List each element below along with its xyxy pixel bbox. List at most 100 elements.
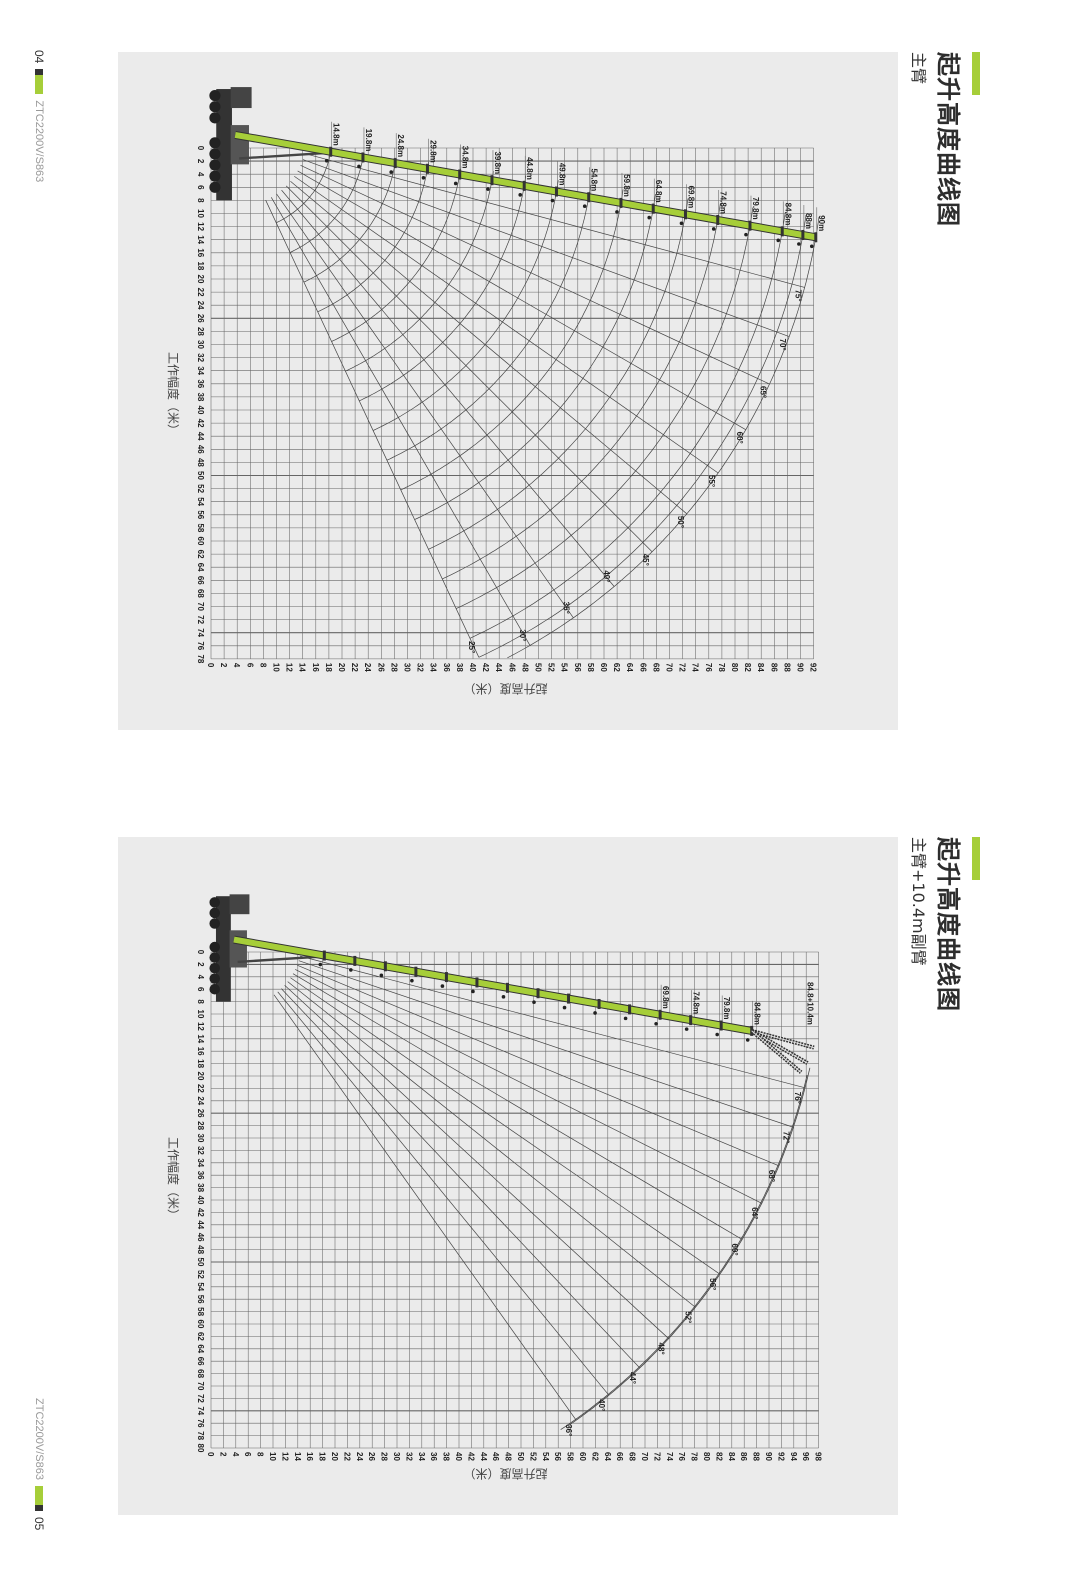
x-tick-label: 38: [196, 392, 205, 401]
boom-section-joint: [490, 175, 494, 186]
y-tick-label: 86: [739, 1452, 748, 1461]
crane-wheel: [209, 918, 220, 929]
y-tick-label: 90: [796, 663, 805, 672]
x-tick-label: 16: [196, 1047, 205, 1056]
boom-angle-line: [290, 977, 721, 1275]
y-axis-title: 起升高度（米）: [463, 681, 548, 696]
boom-angle-line: [300, 955, 806, 1089]
angle-label: 25°: [467, 641, 476, 653]
y-tick-label: 16: [305, 1452, 314, 1461]
hook-block-icon: [318, 962, 323, 967]
y-tick-label: 92: [776, 1452, 785, 1461]
y-tick-label: 58: [566, 1452, 575, 1461]
boom-length-label: 59.8m: [622, 174, 631, 197]
boom-length-label: 44.8m: [525, 157, 534, 180]
y-tick-label: 48: [520, 663, 529, 672]
hook-block-icon: [744, 232, 748, 237]
boom-angle-line: [285, 185, 653, 552]
boom-section-joint: [689, 1015, 693, 1026]
crane-wheel: [209, 170, 221, 182]
crane-wheel: [209, 159, 221, 171]
y-tick-label: 34: [429, 663, 438, 672]
boom-section-joint: [475, 977, 479, 988]
boom-section-joint: [393, 158, 397, 169]
y-tick-label: 80: [702, 1452, 711, 1461]
boom-length-curve: [331, 166, 462, 342]
boom-section-joint: [719, 1020, 723, 1031]
y-tick-label: 4: [231, 1452, 240, 1457]
x-tick-label: 70: [196, 1382, 205, 1391]
hook-block-icon: [410, 978, 414, 983]
x-tick-label: 6: [196, 987, 205, 992]
x-tick-label: 42: [196, 1208, 205, 1217]
boom-section-joint: [748, 220, 752, 231]
y-tick-label: 18: [318, 1452, 327, 1461]
boom-section-joint: [716, 214, 720, 225]
y-tick-label: 84: [756, 663, 765, 672]
x-tick-label: 10: [196, 209, 205, 218]
boom-length-curve: [317, 162, 429, 313]
hook-block-icon: [647, 215, 652, 220]
y-tick-label: 78: [717, 663, 726, 672]
x-tick-label: 56: [196, 1295, 205, 1304]
y-tick-label: 76: [704, 663, 713, 672]
y-tick-label: 18: [324, 663, 333, 672]
x-tick-label: 24: [196, 301, 205, 310]
y-tick-label: 20: [337, 663, 346, 672]
lift-height-chart-main-boom: 0246810121416182022242628303234363840424…: [196, 87, 826, 672]
y-tick-label: 54: [541, 1452, 550, 1461]
hook-block-icon: [684, 1027, 689, 1031]
x-tick-label: 64: [196, 563, 205, 572]
chart-panel-main-boom-jib: 0 2 4 6 8 10 12 14 16 18 20 22 24 26 28 30 32 34 36 38 40 42 4…: [118, 837, 898, 1515]
hook-block-icon: [679, 221, 684, 226]
hook-block-icon: [324, 158, 329, 163]
footer-color-bar: [35, 1485, 43, 1511]
x-tick-label: 50: [196, 471, 205, 480]
y-tick-label: 14: [293, 1452, 302, 1461]
x-tick-label: 64: [196, 1344, 205, 1353]
model-name: ZTC2200V/S863: [33, 1398, 45, 1480]
boom-length-label: 79.8m: [751, 197, 760, 220]
boom-angle-line: [302, 159, 790, 337]
hook-block-icon: [440, 984, 445, 988]
y-tick-label: 46: [491, 1452, 500, 1461]
hook-block-icon: [453, 181, 458, 186]
x-tick-label: 18: [196, 261, 205, 270]
boom-length-label: 79.8m: [722, 997, 731, 1020]
x-tick-label: 58: [196, 523, 205, 532]
boom-section-joint: [651, 203, 655, 214]
x-tick-label: 28: [196, 1121, 205, 1130]
x-tick-label: 62: [196, 1332, 205, 1341]
lift-height-chart-main-boom-jib: 0246810121416182022242628303234363840424…: [196, 894, 823, 1461]
boom-length-label: 74.8m: [692, 991, 701, 1014]
y-tick-label: 84: [727, 1452, 736, 1461]
y-tick-label: 92: [809, 663, 818, 672]
y-tick-label: 12: [285, 663, 294, 672]
x-tick-label: 78: [196, 654, 205, 663]
boom-length-label: 39.8m: [493, 151, 502, 174]
y-tick-label: 56: [573, 663, 582, 672]
x-tick-label: 2: [196, 159, 205, 164]
x-axis-title: 工作幅度（米）: [166, 1137, 180, 1222]
x-tick-label: 24: [196, 1096, 205, 1105]
x-tick-label: 26: [196, 314, 205, 323]
x-tick-label: 68: [196, 1369, 205, 1378]
crane-wheel: [209, 973, 220, 984]
y-tick-label: 98: [814, 1452, 823, 1461]
y-tick-label: 52: [528, 1452, 537, 1461]
y-tick-label: 54: [560, 663, 569, 672]
x-tick-label: 20: [196, 275, 205, 284]
y-tick-label: 70: [665, 663, 674, 672]
x-tick-label: 66: [196, 576, 205, 585]
boom-angle-line: [292, 973, 743, 1240]
y-tick-label: 40: [454, 1452, 463, 1461]
boom-angle-line: [297, 170, 746, 430]
y-tick-label: 88: [782, 663, 791, 672]
boom-angle-line: [294, 175, 719, 474]
x-tick-label: 14: [196, 1034, 205, 1043]
crane-truck-icon: [209, 87, 252, 201]
boom-section-joint: [458, 169, 462, 180]
hook-block-icon: [501, 995, 506, 999]
boom-section-joint: [505, 982, 509, 993]
y-tick-label: 90: [764, 1452, 773, 1461]
